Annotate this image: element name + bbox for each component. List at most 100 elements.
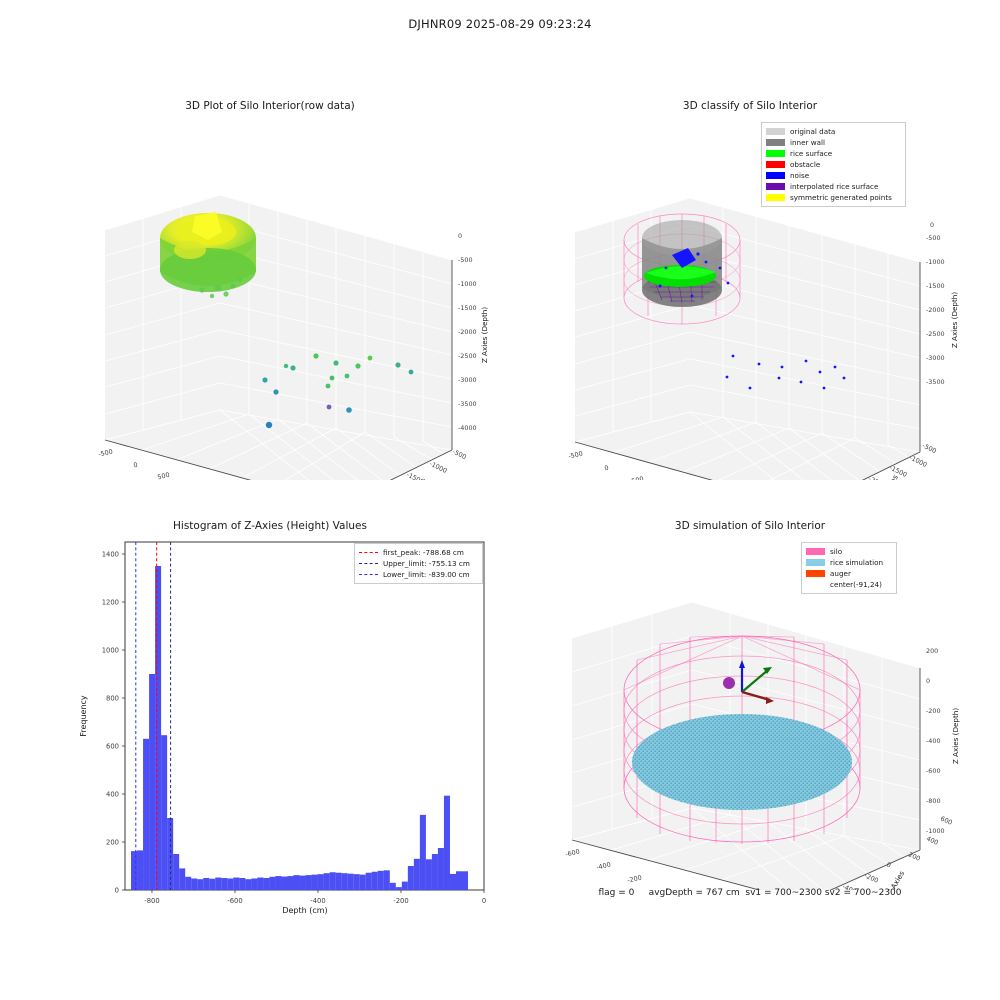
histogram-bar xyxy=(161,735,168,890)
legend-label: original data xyxy=(790,126,836,136)
histogram-bar xyxy=(173,854,180,890)
histogram-bar xyxy=(389,882,396,890)
svg-text:1000: 1000 xyxy=(184,481,202,492)
status-line: flag = 0 avgDepth = 767 cm sv1 = 700~230… xyxy=(598,888,902,898)
scatter-outliers xyxy=(262,353,414,429)
histogram-y-tick-label: 0 xyxy=(115,886,119,894)
histogram-x-tick-label: 0 xyxy=(482,897,486,905)
legend-label: rice surface xyxy=(790,148,833,158)
simulation-legend[interactable]: silo rice simulation auger center(-91,24… xyxy=(801,542,897,594)
rice-simulation-surface xyxy=(632,714,852,810)
histogram-bar xyxy=(293,875,300,890)
histogram-y-tick-label: 1000 xyxy=(102,646,119,654)
svg-text:-4000: -4000 xyxy=(458,424,477,432)
panel-histogram[interactable]: Histogram of Z-Axies (Height) Values -80… xyxy=(40,520,500,920)
histogram-legend[interactable]: first_peak: -788.68 cm Upper_limit: -755… xyxy=(354,543,483,584)
svg-text:-800: -800 xyxy=(926,797,941,805)
svg-text:1500: 1500 xyxy=(213,491,231,502)
svg-text:-1500: -1500 xyxy=(926,282,945,290)
svg-text:-2500: -2500 xyxy=(359,494,379,509)
svg-text:-3500: -3500 xyxy=(926,378,945,386)
svg-text:-200: -200 xyxy=(863,872,880,885)
legend-label: rice simulation xyxy=(830,557,884,567)
legend-item[interactable]: auger xyxy=(806,568,891,579)
histogram-bar xyxy=(443,795,450,890)
legend-item[interactable]: rice surface xyxy=(766,148,900,159)
histogram-bar xyxy=(311,874,318,890)
histogram-y-tick-label: 1200 xyxy=(102,598,119,606)
histogram-y-tick-label: 1400 xyxy=(102,550,119,558)
svg-text:0: 0 xyxy=(930,221,934,229)
panel-simulation-3d[interactable]: 3D simulation of Silo Interior xyxy=(520,520,980,910)
svg-text:-3000: -3000 xyxy=(926,354,945,362)
legend-item-center[interactable]: center(-91,24) xyxy=(806,579,891,590)
svg-text:500: 500 xyxy=(631,475,645,486)
histogram-bar xyxy=(359,874,366,890)
histogram-axes[interactable]: -800 -600 -400 -200 0 0 200 400 600 800 1000 1200 1… xyxy=(40,520,500,920)
histogram-bar xyxy=(137,850,144,890)
panel-raw-3d-title: 3D Plot of Silo Interior(row data) xyxy=(185,100,355,112)
legend-item[interactable]: rice simulation xyxy=(806,557,891,568)
histogram-bar xyxy=(191,878,198,890)
legend-item[interactable]: silo xyxy=(806,546,891,557)
histogram-bar xyxy=(215,877,222,890)
panel-raw-3d[interactable]: 3D Plot of Silo Interior(row data) xyxy=(40,100,500,480)
svg-text:2000: 2000 xyxy=(243,501,261,512)
svg-text:-2500: -2500 xyxy=(846,485,866,500)
histogram-bar xyxy=(221,878,228,890)
legend-item[interactable]: Lower_limit: -839.00 cm xyxy=(359,569,477,580)
legend-item[interactable]: symmetric generated points xyxy=(766,192,900,203)
histogram-x-axis-label: Depth (cm) xyxy=(282,906,327,915)
histogram-x-tick-label: -600 xyxy=(227,897,242,905)
legend-item[interactable]: inner wall xyxy=(766,137,900,148)
panel-classify-3d-title: 3D classify of Silo Interior xyxy=(682,100,818,112)
legend-item[interactable]: interpolated rice surface xyxy=(766,181,900,192)
raw-z-axis-label: Z Axies (Depth) xyxy=(480,307,489,364)
simulation-3d-axes[interactable]: -600 -400 -200 0 200 400 X Axies -600 -4… xyxy=(520,540,980,890)
svg-text:-1000: -1000 xyxy=(926,258,945,266)
histogram-bar xyxy=(401,881,408,890)
histogram-bar xyxy=(437,848,444,890)
histogram-bar xyxy=(281,876,288,890)
histogram-bars xyxy=(131,566,469,890)
histogram-bar xyxy=(299,875,306,890)
svg-text:-1000: -1000 xyxy=(926,827,945,835)
legend-line-first-peak xyxy=(359,549,378,556)
histogram-bar xyxy=(143,738,150,890)
legend-item[interactable]: first_peak: -788.68 cm xyxy=(359,547,477,558)
svg-text:-3000: -3000 xyxy=(825,496,845,511)
svg-text:-400: -400 xyxy=(926,737,941,745)
legend-item[interactable]: obstacle xyxy=(766,159,900,170)
legend-item[interactable]: noise xyxy=(766,170,900,181)
svg-text:1000: 1000 xyxy=(660,485,678,496)
panel-classify-3d[interactable]: 3D classify of Silo Interior xyxy=(520,100,980,480)
svg-text:-1000: -1000 xyxy=(908,454,928,469)
classify-legend[interactable]: original data inner wall rice surface ob… xyxy=(761,122,906,207)
raw-3d-axes[interactable]: -500 0 500 1000 1500 2000 2500 3000 3500… xyxy=(40,120,500,480)
histogram-bar xyxy=(185,876,192,890)
legend-item[interactable]: original data xyxy=(766,126,900,137)
legend-item[interactable]: Upper_limit: -755.13 cm xyxy=(359,558,477,569)
svg-text:-2000: -2000 xyxy=(867,475,887,490)
histogram-bar xyxy=(239,878,246,890)
histogram-bar xyxy=(233,877,240,890)
panel-simulation-3d-title: 3D simulation of Silo Interior xyxy=(674,520,826,532)
legend-label: obstacle xyxy=(790,159,821,169)
histogram-bar xyxy=(197,879,204,890)
histogram-bar xyxy=(353,874,360,890)
center-marker xyxy=(723,660,774,704)
histogram-bar xyxy=(209,878,216,890)
raw-y-axis-label: Y Axies xyxy=(409,477,430,505)
svg-text:-500: -500 xyxy=(921,442,938,456)
raw-x-tick-0: -500 xyxy=(98,448,114,459)
svg-text:200: 200 xyxy=(693,900,707,911)
histogram-x-tick-label: -400 xyxy=(310,897,325,905)
legend-label: interpolated rice surface xyxy=(790,181,879,191)
histogram-x-ticks: -800 -600 -400 -200 0 xyxy=(144,890,486,905)
histogram-bar xyxy=(251,878,258,890)
svg-text:-500: -500 xyxy=(926,234,941,242)
histogram-bar xyxy=(167,818,174,890)
classify-3d-axes[interactable]: -500 0 500 1000 1500 2000 2500 3000 X Ax… xyxy=(520,120,980,480)
legend-swatch-auger xyxy=(806,570,825,577)
svg-text:2000: 2000 xyxy=(722,507,740,518)
